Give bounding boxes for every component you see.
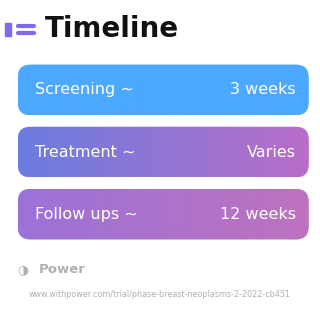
- Text: www.withpower.com/trial/phase-breast-neoplasms-2-2022-cb451: www.withpower.com/trial/phase-breast-neo…: [29, 290, 291, 299]
- Text: Varies: Varies: [247, 145, 296, 160]
- Text: Screening ~: Screening ~: [35, 82, 134, 97]
- Text: Power: Power: [38, 263, 85, 276]
- Text: ◑: ◑: [18, 263, 28, 276]
- Text: 12 weeks: 12 weeks: [220, 207, 296, 222]
- Text: Follow ups ~: Follow ups ~: [35, 207, 138, 222]
- Text: 3 weeks: 3 weeks: [230, 82, 296, 97]
- Text: Treatment ~: Treatment ~: [35, 145, 136, 160]
- Text: Timeline: Timeline: [45, 15, 179, 43]
